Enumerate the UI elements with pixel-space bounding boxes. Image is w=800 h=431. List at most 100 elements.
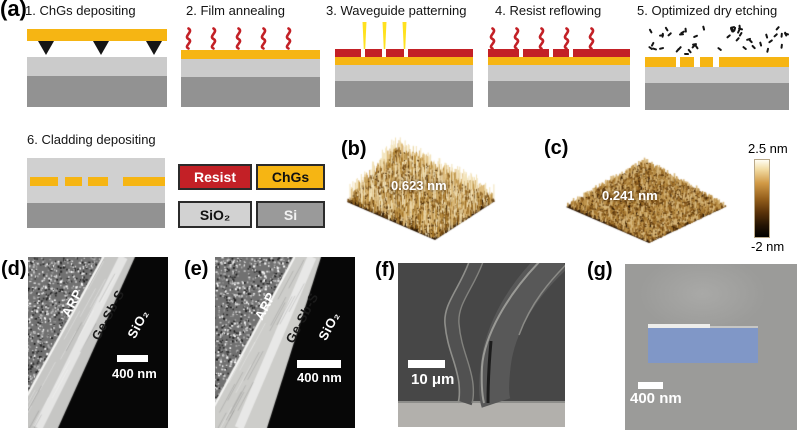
si-layer: [181, 77, 320, 107]
waveguide-segment: [700, 57, 713, 67]
waveguide-segment: [680, 57, 694, 67]
plasma-particle-icon: [664, 26, 670, 33]
anneal-arrow-icon: [185, 27, 192, 50]
roughness-value-c: 0.241 nm: [602, 188, 658, 203]
legend-resist-label: Resist: [193, 169, 237, 185]
sem-image-e: [215, 257, 355, 428]
plasma-particle-icon: [775, 25, 781, 32]
step-1-title: 1. ChGs depositing: [25, 3, 136, 18]
plasma-particle-icon: [652, 47, 658, 52]
panel-e-label: (e): [184, 258, 209, 280]
anneal-arrow-icon: [513, 27, 520, 50]
deposition-arrow-icon: [93, 41, 109, 55]
plasma-particle-icon: [734, 36, 741, 43]
resist-segment: [553, 49, 569, 57]
sio2-layer: [335, 65, 473, 81]
deposition-arrow-icon: [146, 41, 162, 55]
scalebar-f: [408, 360, 445, 368]
chgs-film-layer: [335, 57, 473, 65]
resist-segment: [523, 49, 549, 57]
anneal-arrow-icon: [563, 27, 570, 50]
scalebar-g: [638, 382, 663, 389]
legend-sio2-label: SiO₂: [199, 206, 231, 223]
scalebar-e: [297, 360, 341, 368]
sio2-layer: [645, 67, 789, 83]
anneal-arrow-icon: [260, 27, 267, 50]
step-5-title: 5. Optimized dry etching: [637, 3, 778, 18]
step-3-title: 3. Waveguide patterning: [326, 3, 467, 18]
sem-waveguide-top-view: 400 nm: [625, 264, 797, 430]
plasma-particle-icon: [647, 28, 653, 34]
anneal-arrow-icon: [285, 27, 292, 50]
scalebar-d-label: 400 nm: [112, 366, 157, 381]
si-layer: [645, 83, 789, 110]
afm-image-annealed-film: 0.623 nm: [344, 134, 514, 252]
legend-resist: Resist: [178, 164, 252, 190]
afm-image-etched-film: 0.241 nm: [562, 150, 734, 252]
legend-si-label: Si: [283, 206, 298, 223]
sem-cross-section-e: ARP Ge-Sb-S SiO₂ 400 nm: [215, 257, 355, 428]
legend-sio2: SiO₂: [178, 201, 252, 228]
anneal-arrow-icon: [235, 27, 242, 50]
plasma-particle-icon: [758, 41, 763, 48]
resist-segment: [573, 49, 630, 57]
plasma-particle-icon: [658, 33, 664, 37]
colorbar-min-label: -2 nm: [751, 239, 785, 254]
scalebar-d: [117, 355, 148, 362]
plasma-particle-icon: [750, 44, 756, 50]
afm-surface-c: [562, 150, 734, 252]
resist-segment: [335, 49, 361, 57]
si-layer: [27, 203, 165, 228]
plasma-particle-icon: [779, 32, 783, 38]
plasma-particle-icon: [773, 33, 779, 39]
step-2-title: 2. Film annealing: [186, 3, 285, 18]
waveguide-top-edge-highlight: [648, 324, 710, 328]
waveguide-false-color-region: [648, 328, 758, 363]
resist-segment: [488, 49, 519, 57]
chgs-film-layer: [181, 50, 320, 59]
height-colorbar: [754, 159, 770, 238]
si-layer: [335, 81, 473, 107]
anneal-arrow-icon: [538, 27, 545, 50]
anneal-arrow-icon: [210, 27, 217, 50]
sem-image-d: [28, 257, 168, 428]
exposure-beam-icon: [382, 22, 387, 49]
plasma-particle-icon: [702, 25, 706, 32]
scalebar-f-label: 10 μm: [411, 371, 455, 388]
plasma-particle-icon: [767, 38, 774, 44]
sio2-layer: [27, 57, 167, 76]
si-layer: [27, 76, 167, 107]
panel-f-label: (f): [375, 259, 395, 281]
chgs-film-layer: [27, 29, 167, 41]
resist-segment: [408, 49, 473, 57]
buried-waveguide-segment: [88, 177, 108, 186]
exposure-beam-icon: [362, 22, 367, 49]
plasma-particle-icon: [678, 32, 684, 36]
step-4-title: 4. Resist reflowing: [495, 3, 602, 18]
resist-segment: [386, 49, 404, 57]
plasma-particle-icon: [675, 47, 681, 54]
buried-waveguide-segment: [65, 177, 82, 186]
afm-surface-b: [344, 134, 514, 252]
anneal-arrow-icon: [588, 27, 595, 50]
roughness-value-b: 0.623 nm: [391, 178, 447, 193]
buried-waveguide-segment: [30, 177, 58, 186]
panel-a-label: (a): [0, 0, 27, 21]
sem-waveguide-bends: 10 μm: [398, 263, 565, 427]
plasma-particle-icon: [659, 46, 665, 51]
si-layer: [488, 81, 630, 107]
exposure-beam-icon: [402, 22, 407, 49]
plasma-particle-icon: [747, 38, 754, 44]
waveguide-segment: [719, 57, 789, 67]
waveguide-top-edge-right: [710, 326, 758, 328]
plasma-particle-icon: [666, 31, 672, 37]
plasma-particle-icon: [741, 45, 747, 51]
plasma-particle-icon: [779, 43, 783, 49]
deposition-arrow-icon: [38, 41, 54, 55]
buried-waveguide-segment: [123, 177, 165, 186]
anneal-arrow-icon: [489, 27, 496, 50]
colorbar-max-label: 2.5 nm: [748, 141, 788, 156]
resist-segment: [365, 49, 382, 57]
